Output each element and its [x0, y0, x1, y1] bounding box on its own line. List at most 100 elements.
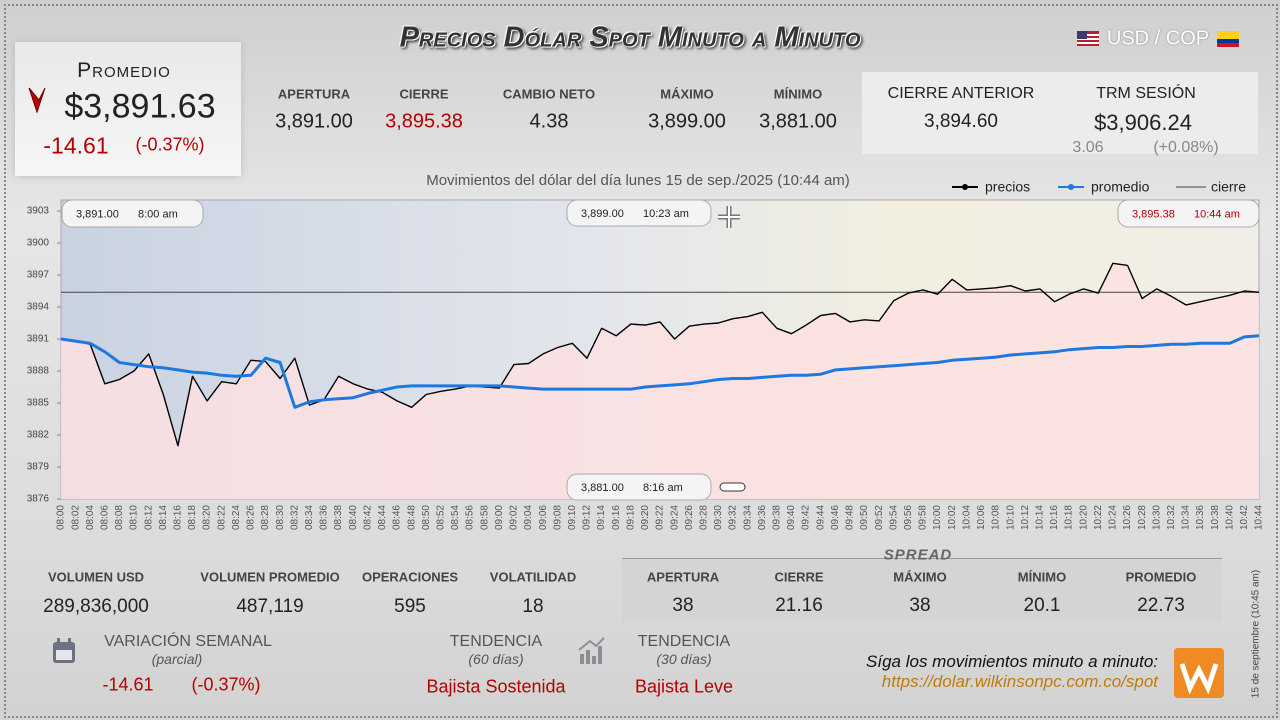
x-tick-label: 10:18: [1064, 505, 1075, 530]
trm-box: [862, 72, 1258, 154]
x-tick-label: 10:44: [1254, 505, 1265, 530]
x-tick-label: 08:28: [260, 505, 271, 530]
x-tick-label: 08:44: [377, 505, 388, 530]
y-tick-label: 3894: [27, 302, 50, 313]
annotation-time: 10:23 am: [643, 208, 689, 220]
x-tick-label: 08:50: [421, 505, 432, 530]
y-tick-label: 3876: [27, 494, 50, 505]
volume-value: 18: [522, 596, 544, 617]
volume-value: 595: [394, 596, 426, 617]
x-tick-label: 09:00: [494, 505, 505, 530]
x-tick-label: 08:26: [246, 505, 257, 530]
weekly-change-pct: (-0.37%): [191, 674, 261, 695]
trm-label: TRM SESIÓN: [1096, 85, 1196, 102]
annotation-time: 10:44 am: [1194, 208, 1240, 220]
series-line: [60, 262, 1260, 447]
frame: [4, 4, 1278, 718]
x-tick-label: 09:24: [669, 505, 680, 530]
x-tick-label: 09:50: [859, 505, 870, 530]
weekly-note: (parcial): [151, 651, 203, 667]
x-tick-label: 09:28: [698, 505, 709, 530]
x-tick-label: 08:42: [362, 505, 373, 530]
x-tick-label: 09:34: [742, 505, 753, 530]
summary-change-pct: (-0.37%): [135, 134, 205, 155]
trend-label: TENDENCIA: [449, 633, 543, 650]
trend-value: Bajista Sostenida: [426, 676, 566, 697]
x-tick-label: 09:30: [713, 505, 724, 530]
y-tick-label: 3897: [27, 270, 50, 281]
x-tick-label: 09:06: [538, 505, 549, 530]
x-tick-label: 10:34: [1181, 505, 1192, 530]
x-tick-label: 09:26: [684, 505, 695, 530]
x-tick-label: 09:32: [728, 505, 739, 530]
x-tick-label: 08:14: [158, 505, 169, 530]
title: Precios Dólar Spot Minuto a Minuto: [399, 21, 861, 54]
volume-value: 289,836,000: [43, 596, 149, 617]
x-tick-label: 08:12: [143, 505, 154, 530]
price-area: [61, 263, 1259, 499]
x-tick-label: 08:24: [231, 505, 242, 530]
y-tick-label: 3885: [27, 398, 50, 409]
trend-label: TENDENCIA: [637, 633, 731, 650]
x-tick-label: 08:10: [129, 505, 140, 530]
summary-box: [15, 42, 241, 176]
logo: [1174, 648, 1224, 698]
x-tick-label: 08:36: [319, 505, 330, 530]
annotation-box: [566, 199, 712, 227]
calendar-icon: [53, 638, 75, 663]
x-tick-label: 10:02: [947, 505, 958, 530]
trend-value: Bajista Leve: [634, 676, 734, 697]
x-tick-label: 10:36: [1195, 505, 1206, 530]
trend-icon: [578, 637, 605, 664]
trm-value: $3,906.24: [1094, 110, 1192, 135]
x-tick-label: 08:58: [479, 505, 490, 530]
session-label: APERTURA: [277, 86, 351, 102]
session-value: 3,891.00: [275, 110, 353, 133]
x-tick-label: 10:26: [1122, 505, 1133, 530]
x-tick-label: 08:38: [333, 505, 344, 530]
spread-label: MÍNIMO: [1017, 569, 1067, 585]
previous-label: CIERRE ANTERIOR: [887, 85, 1035, 102]
annotation-time: 8:16 am: [643, 482, 683, 494]
volume-value: 487,119: [236, 596, 304, 617]
x-tick-label: 09:52: [874, 505, 885, 530]
legend-label: cierre: [1211, 179, 1246, 195]
x-tick-label: 08:32: [289, 505, 300, 530]
x-tick-label: 09:12: [582, 505, 593, 530]
session-label: MÁXIMO: [660, 86, 714, 102]
x-tick-label: 09:58: [918, 505, 929, 530]
x-tick-label: 08:08: [114, 505, 125, 530]
trm-change-pct: (+0.08%): [1153, 139, 1219, 156]
pair: USD / COP: [1106, 27, 1210, 50]
annotation-value: 3,899.00: [581, 208, 624, 220]
spread-label: MÁXIMO: [893, 569, 947, 585]
x-tick-label: 08:04: [85, 505, 96, 530]
previous-value: 3,894.60: [924, 111, 998, 132]
volume-label: VOLUMEN PROMEDIO: [200, 569, 340, 585]
legend-dot: [962, 184, 968, 190]
spread-title: SPREAD: [883, 546, 953, 564]
session-value: 3,881.00: [759, 110, 837, 133]
x-tick-label: 08:30: [275, 505, 286, 530]
x-tick-label: 08:56: [465, 505, 476, 530]
x-tick-label: 09:16: [611, 505, 622, 530]
flag-us: [1077, 31, 1099, 46]
x-tick-label: 10:06: [976, 505, 987, 530]
x-tick-label: 10:00: [932, 505, 943, 530]
summary-change: -14.61: [43, 132, 109, 159]
x-tick-label: 10:04: [961, 505, 972, 530]
x-tick-label: 09:18: [625, 505, 636, 530]
x-tick-label: 09:20: [640, 505, 651, 530]
x-tick-label: 10:28: [1137, 505, 1148, 530]
x-tick-label: 08:16: [173, 505, 184, 530]
x-tick-label: 09:08: [552, 505, 563, 530]
flag-co: [1217, 31, 1239, 47]
x-tick-label: 10:30: [1151, 505, 1162, 530]
x-tick-label: 09:14: [596, 505, 607, 530]
x-tick-label: 09:44: [815, 505, 826, 530]
x-tick-label: 08:18: [187, 505, 198, 530]
down-arrow: [28, 87, 46, 114]
spread-label: APERTURA: [646, 569, 720, 585]
x-tick-label: 08:40: [348, 505, 359, 530]
